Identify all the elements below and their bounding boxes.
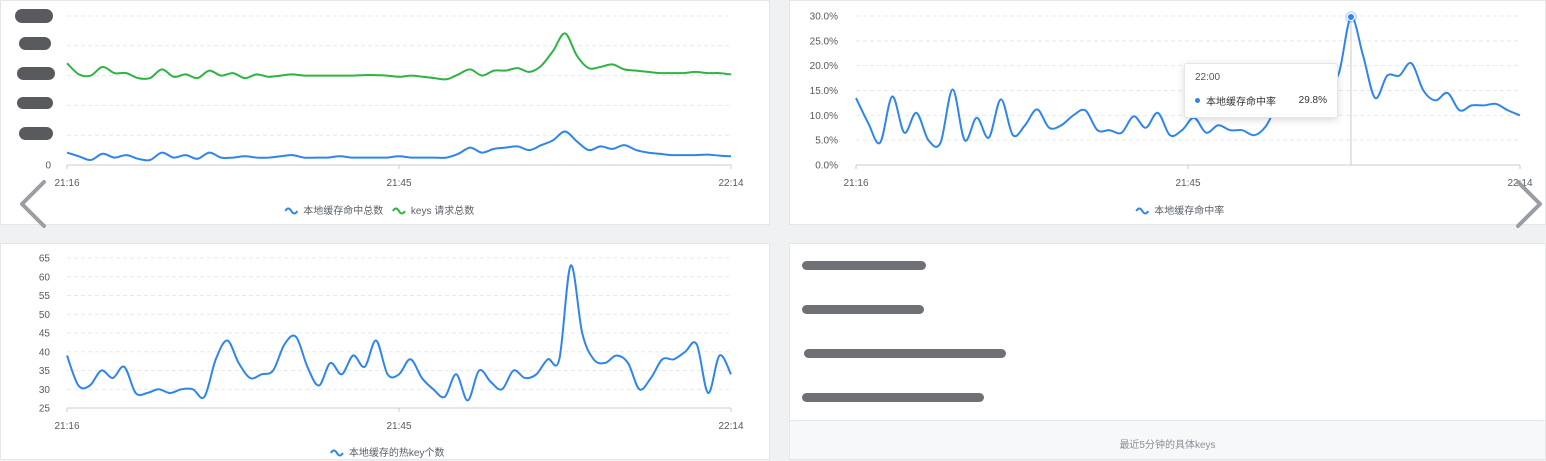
- redacted-ytick: [17, 67, 55, 80]
- x-tick-label: 22:14: [718, 421, 743, 432]
- y-tick-label: 15.0%: [810, 86, 838, 97]
- chart-panel-cache-hits: 0 21:16 21:45 22:14 本地缓存命中总数 keys 请求总数: [0, 0, 770, 225]
- y-tick-label: 10.0%: [810, 111, 838, 122]
- y-tick-label: 25: [39, 404, 51, 415]
- line-chart-cache-hits: 021:16 21:45 22:14 本地缓存命中总数 keys 请求总数: [45, 15, 744, 217]
- legend-item[interactable]: 本地缓存命中总数: [303, 204, 383, 217]
- y-tick-label: 45: [39, 329, 51, 340]
- series-line[interactable]: [855, 15, 1521, 148]
- y-tick-label: 60: [39, 272, 51, 283]
- legend-item[interactable]: 本地缓存的热key个数: [349, 446, 445, 459]
- tooltip-value: 29.8%: [1298, 95, 1327, 106]
- chart-tooltip: 22:00 本地缓存命中率 29.8%: [1184, 63, 1338, 118]
- redacted-key: [802, 393, 984, 402]
- legend-item[interactable]: 本地缓存命中率: [1154, 204, 1224, 217]
- keys-caption: 最近5分钟的具体keys: [1119, 440, 1216, 451]
- x-tick-label: 21:45: [1175, 178, 1200, 189]
- y-tick-label: 55: [39, 291, 51, 302]
- legend-swatch-icon: [1135, 207, 1150, 215]
- redacted-ytick: [15, 9, 53, 23]
- key-list-item[interactable]: [790, 244, 1545, 289]
- tooltip-series-dot: [1195, 98, 1200, 103]
- x-tick-label: 21:45: [386, 421, 411, 432]
- prev-arrow-icon[interactable]: [18, 180, 48, 228]
- x-tick-label: 21:45: [386, 178, 411, 189]
- x-tick-label: 22:14: [718, 178, 743, 189]
- redacted-ytick: [19, 127, 53, 140]
- key-list-item[interactable]: [790, 376, 1545, 421]
- y-tick-label: 25.0%: [810, 36, 838, 47]
- chart-panel-hit-rate: 0.0% 5.0% 10.0% 15.0% 20.0% 25.0% 30.0% 21:16 21…: [789, 0, 1546, 225]
- legend-swatch-icon: [392, 207, 406, 215]
- series-line[interactable]: [66, 264, 732, 402]
- x-tick-label: 21:16: [843, 178, 868, 189]
- y-tick-label: 5.0%: [815, 136, 838, 147]
- chart-panel-hot-keys: 25 30 35 40 45 50 55 60 65 21:16 21:45 22:14 本地缓存的热k…: [0, 243, 770, 460]
- redacted-key: [804, 349, 1006, 358]
- recent-keys-panel: 最近5分钟的具体keys: [789, 243, 1546, 460]
- tooltip-series-name: 本地缓存命中率: [1206, 97, 1276, 108]
- key-list-item[interactable]: [790, 332, 1545, 377]
- legend-swatch-icon: [284, 207, 299, 215]
- x-tick-label: 21:16: [54, 178, 79, 189]
- redacted-key: [802, 305, 924, 314]
- series-line[interactable]: [66, 130, 732, 162]
- redacted-ytick: [17, 97, 53, 109]
- y-tick-label: 30.0%: [810, 12, 838, 23]
- key-list-item[interactable]: [790, 288, 1545, 333]
- line-chart-hit-rate: 0.0% 5.0% 10.0% 15.0% 20.0% 25.0% 30.0% 21:16 21…: [810, 10, 1533, 217]
- series-line[interactable]: [66, 32, 732, 81]
- y-tick-label: 30: [39, 385, 51, 396]
- x-tick-label: 21:16: [54, 421, 79, 432]
- y-tick-label: 50: [39, 310, 51, 321]
- legend-item[interactable]: keys 请求总数: [411, 204, 474, 217]
- y-tick-label: 40: [39, 347, 51, 358]
- redacted-key: [802, 261, 926, 270]
- redacted-ytick: [19, 37, 51, 50]
- y-tick-label: 0: [45, 161, 51, 172]
- y-tick-label: 35: [39, 366, 51, 377]
- y-tick-label: 0.0%: [815, 161, 838, 172]
- next-arrow-icon[interactable]: [1514, 180, 1544, 228]
- highlight-point[interactable]: [1346, 12, 1355, 21]
- legend-swatch-icon: [330, 449, 344, 457]
- y-tick-label: 20.0%: [810, 61, 838, 72]
- line-chart-hot-keys: 25 30 35 40 45 50 55 60 65 21:16 21:45 22:14 本地缓存的热k…: [39, 254, 744, 460]
- tooltip-time: 22:00: [1195, 72, 1221, 83]
- y-tick-label: 65: [39, 254, 51, 265]
